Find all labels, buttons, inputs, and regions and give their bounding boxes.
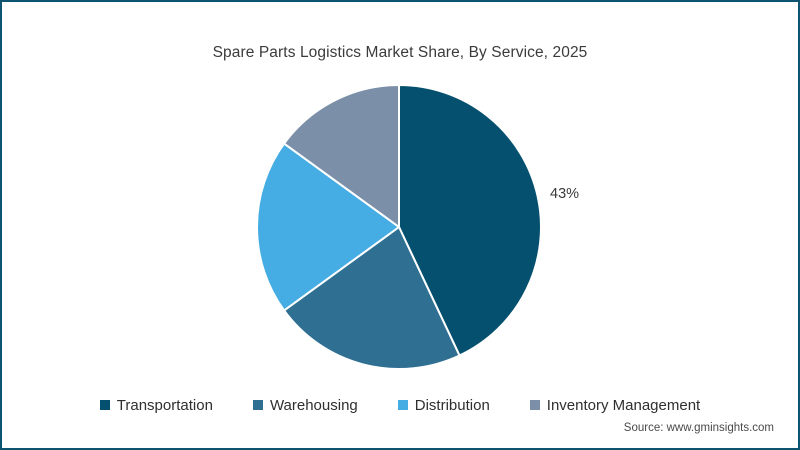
legend-label: Inventory Management bbox=[546, 396, 701, 414]
pie-slice-distribution[interactable] bbox=[256, 142, 400, 312]
legend-item-warehousing[interactable]: Warehousing bbox=[252, 396, 358, 414]
pie-slice-transportation[interactable] bbox=[398, 84, 542, 357]
legend-item-distribution[interactable]: Distribution bbox=[397, 396, 490, 414]
legend-swatch-icon bbox=[99, 400, 110, 410]
legend-swatch-icon bbox=[529, 400, 540, 410]
pie-slice-warehousing[interactable] bbox=[283, 226, 461, 370]
chart-title: Spare Parts Logistics Market Share, By S… bbox=[212, 44, 588, 61]
pie-slice-value-label-transportation: 43% bbox=[550, 186, 580, 202]
legend-label: Distribution bbox=[414, 396, 490, 414]
legend-item-inventory-management[interactable]: Inventory Management bbox=[529, 396, 701, 414]
legend-label: Warehousing bbox=[269, 396, 358, 414]
legend-swatch-icon bbox=[252, 400, 263, 410]
pie-slice-inventory-management[interactable] bbox=[283, 84, 400, 228]
source-note: Source: www.gminsights.com bbox=[623, 422, 774, 434]
legend-item-transportation[interactable]: Transportation bbox=[99, 396, 213, 414]
legend-label: Transportation bbox=[116, 396, 213, 414]
legend-swatch-icon bbox=[397, 400, 408, 410]
chart-legend: Transportation Warehousing Distribution … bbox=[2, 394, 798, 416]
pie-slice-group bbox=[256, 84, 542, 370]
